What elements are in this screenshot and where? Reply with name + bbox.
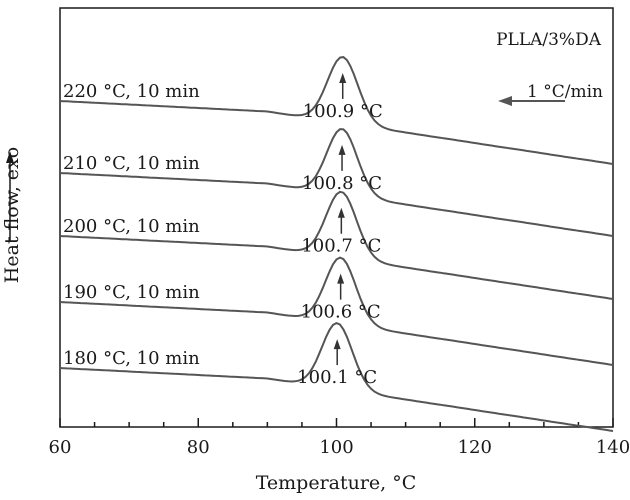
peak-temperature-label: 100.7 °C (301, 236, 381, 257)
series-label: 190 °C, 10 min (63, 282, 200, 303)
y-axis-label: Heat flow, exo (1, 147, 23, 283)
series-label: 200 °C, 10 min (63, 216, 200, 237)
peak-arrow-head (333, 339, 341, 350)
x-tick-label: 140 (596, 437, 630, 458)
dsc-curve (59, 256, 614, 366)
dsc-curve (59, 128, 614, 237)
series-label: 210 °C, 10 min (63, 153, 200, 174)
y-axis-arrow-head (6, 151, 14, 163)
peak-arrow-head (338, 144, 346, 155)
cooling-rate-label: 1 °C/min (527, 82, 603, 102)
tick-marks (59, 418, 614, 427)
peak-arrow-head (337, 207, 345, 218)
peak-temperature-label: 100.1 °C (297, 367, 377, 388)
series-label: 180 °C, 10 min (63, 348, 200, 369)
curves-layer (59, 56, 614, 432)
labels-layer: 60 80 100 120 140 100.9 °C 220 °C, 10 min 100.8… (49, 81, 630, 458)
x-axis-label: Temperature, °C (256, 472, 417, 494)
dsc-curve (59, 56, 614, 165)
dsc-curve (59, 190, 614, 300)
peak-temperature-label: 100.6 °C (301, 302, 381, 323)
peak-temperature-label: 100.9 °C (303, 101, 383, 122)
x-tick-label: 120 (458, 437, 492, 458)
peak-arrow-head (339, 72, 347, 83)
cooling-direction-arrow-head (498, 96, 512, 106)
peak-temperature-label: 100.8 °C (302, 173, 382, 194)
x-tick-label: 80 (187, 437, 210, 458)
dsc-curve (59, 321, 614, 432)
peak-arrow-head (337, 273, 345, 284)
x-tick-label: 60 (49, 437, 72, 458)
series-label: 220 °C, 10 min (63, 81, 200, 102)
chart-title: PLLA/3%DA (496, 30, 602, 50)
x-tick-label: 100 (319, 437, 353, 458)
